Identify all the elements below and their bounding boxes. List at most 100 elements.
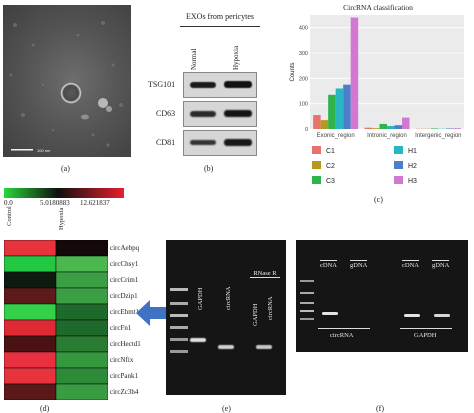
wb-column-hypoxia: Hypoxia: [232, 45, 240, 70]
bar-H2-Exonic_region: [343, 84, 351, 129]
wb-row-cd81: CD81: [156, 138, 176, 147]
heatmap-row-label: circAebpq: [110, 244, 140, 252]
bar-C3-Intergenic_region: [430, 128, 439, 129]
panel-letter-a: (a): [61, 164, 70, 173]
wb-title-rule: [180, 26, 260, 27]
panel-letter-f: (f): [376, 404, 384, 413]
heatmap-cell: [4, 287, 57, 305]
bar-C1-Exonic_region: [313, 115, 321, 129]
heatmap-row-label: circCrim1: [110, 276, 139, 284]
heatmap-column-control: Control: [6, 206, 13, 226]
heatmap-cell: [55, 287, 108, 305]
bar-H1-Intronic_region: [387, 125, 395, 129]
heatmap-column-hypoxia: Hypoxia: [58, 207, 65, 230]
bar-H2-Intronic_region: [394, 125, 402, 129]
gel-f: cDNA gDNA cDNA gDNA circRNA GAPDH: [296, 240, 468, 352]
heatmap-cell: [4, 271, 57, 289]
bar-C2-Intronic_region: [372, 128, 380, 129]
chart-svg: CircRNA classification 0 100 200 300 400 Exo…: [290, 3, 464, 185]
legend-swatch-H2: [394, 161, 403, 169]
legend-label-C1: C1: [326, 148, 335, 155]
wb-title: EXOs from pericytes: [186, 12, 254, 21]
y-tick-label: 200: [299, 76, 308, 82]
gel-e-lane-gapdh-1: GAPDH: [197, 287, 204, 310]
legend-swatch-C2: [312, 161, 321, 169]
heatmap-scale-min: 0.0: [4, 199, 13, 207]
gel-f-lane-gdna-2: gDNA: [432, 260, 450, 269]
heatmap-cell: [4, 303, 57, 321]
y-tick-label: 300: [299, 51, 308, 57]
chart-ylabel: Counts: [290, 62, 296, 81]
y-tick-label: 400: [299, 26, 308, 32]
wb-column-normal: Normal: [190, 48, 198, 70]
heatmap-cell: [4, 383, 57, 400]
bar-H2-Intergenic_region: [445, 128, 454, 129]
legend-swatch-H1: [394, 146, 403, 154]
heatmap-cell: [55, 367, 108, 385]
tem-texture: 100 nm: [9, 21, 123, 153]
gel-f-band-gapdh-cdna: [404, 314, 420, 317]
heatmap-row-label: circHectd1: [110, 340, 141, 348]
bar-C1-Intronic_region: [364, 127, 372, 129]
gel-e-rnase-label: RNase R: [250, 270, 280, 278]
legend-label-H1: H1: [408, 148, 417, 155]
x-tick-label: Intronic_region: [367, 133, 407, 139]
legend-swatch-C1: [312, 146, 321, 154]
x-tick-label: Intergenic_region: [415, 133, 461, 139]
legend-label-H3: H3: [408, 178, 417, 185]
wb-row-cd63: CD63: [156, 109, 176, 118]
gel-e-band-circrna: [218, 345, 234, 349]
heatmap-cell: [4, 240, 57, 257]
gel-f-lane-cdna-2: cDNA: [402, 260, 419, 269]
heatmap-cell: [4, 367, 57, 385]
wb-band-box-cd81: [183, 130, 257, 156]
panel-letter-c: (c): [374, 195, 383, 204]
heatmap-row-label: circZc3h4: [110, 388, 139, 396]
heatmap-cell: [55, 319, 108, 337]
tem-micrograph: 100 nm: [3, 5, 131, 157]
heatmap-row-label: circChsy1: [110, 260, 139, 268]
heatmap-grid: [4, 240, 108, 400]
heatmap-cell: [55, 335, 108, 353]
heatmap-row-label: circDzip1: [110, 292, 138, 300]
gel-e-band-circrna-rnase: [256, 345, 272, 349]
panel-letter-e: (e): [222, 404, 231, 413]
heatmap-cell: [4, 335, 57, 353]
bar-C2-Exonic_region: [320, 120, 329, 129]
gel-e-band-gapdh: [190, 338, 206, 342]
heatmap-row-label: circPank1: [110, 372, 138, 380]
heatmap-cell: [55, 303, 108, 321]
gel-f-group-circrna: circRNA: [330, 332, 354, 339]
legend-swatch-C3: [312, 176, 321, 184]
bar-C3-Exonic_region: [328, 94, 336, 129]
scale-bar-label: 100 nm: [37, 148, 51, 153]
y-tick-label: 0: [305, 127, 308, 133]
heatmap-scale-mid: 5.0180883: [40, 199, 70, 207]
bar-H1-Exonic_region: [335, 88, 344, 129]
gel-f-group-gapdh: GAPDH: [414, 332, 437, 339]
gel-f-lane-cdna-1: cDNA: [320, 260, 337, 269]
heatmap-cell: [55, 255, 108, 273]
y-tick-label: 100: [299, 102, 308, 108]
heatmap-row-label: circEhmt1: [110, 308, 140, 316]
x-tick-label: Exonic_region: [317, 133, 355, 139]
legend-label-C3: C3: [326, 178, 335, 185]
heatmap-row-label: circNfix: [110, 356, 134, 364]
heatmap-cell: [55, 271, 108, 289]
bar-H3-Intergenic_region: [453, 128, 461, 129]
gel-f-lane-gdna-1: gDNA: [350, 260, 368, 269]
heatmap-colorbar: [4, 188, 124, 198]
heatmap-scale-max: 12.621837: [80, 199, 110, 207]
chart-title: CircRNA classification: [343, 3, 413, 12]
gel-e-lane-gapdh-2: GAPDH: [252, 303, 259, 326]
gel-f-band-circrna-cdna: [322, 312, 338, 315]
circrna-classification-chart: CircRNA classification 0 100 200 300 400 Exo…: [288, 2, 468, 207]
heatmap-row-label: circFn1: [110, 324, 132, 332]
gel-f-band-gapdh-gdna: [434, 314, 450, 317]
bar-H3-Exonic_region: [350, 17, 359, 129]
heatmap-cell: [4, 319, 57, 337]
panel-letter-b: (b): [204, 164, 214, 173]
bar-C3-Intronic_region: [379, 123, 387, 129]
wb-band-box-cd63: [183, 101, 257, 127]
scale-bar: [11, 149, 33, 151]
